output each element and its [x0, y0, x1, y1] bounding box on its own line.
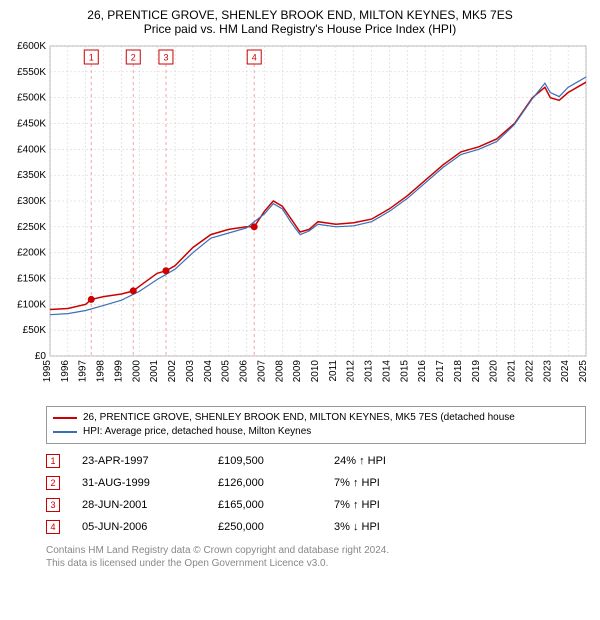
svg-text:2017: 2017: [435, 360, 446, 383]
title-line-2: Price paid vs. HM Land Registry's House …: [8, 22, 592, 36]
svg-text:2019: 2019: [471, 360, 482, 383]
svg-text:3: 3: [163, 53, 168, 63]
footer-attribution: Contains HM Land Registry data © Crown c…: [46, 544, 586, 570]
svg-text:£400K: £400K: [17, 144, 46, 155]
sale-delta: 7% ↑ HPI: [334, 472, 454, 494]
legend-item: HPI: Average price, detached house, Milt…: [53, 425, 579, 439]
svg-text:£350K: £350K: [17, 170, 46, 181]
svg-text:2002: 2002: [167, 360, 178, 383]
svg-text:2014: 2014: [381, 360, 392, 383]
sale-row: 4 05-JUN-2006 £250,000 3% ↓ HPI: [46, 516, 586, 538]
svg-text:2012: 2012: [346, 360, 357, 383]
svg-text:2020: 2020: [489, 360, 500, 383]
svg-text:2021: 2021: [507, 360, 518, 383]
sale-date: 05-JUN-2006: [82, 516, 202, 538]
svg-text:1: 1: [89, 53, 94, 63]
sales-table: 1 23-APR-1997 £109,500 24% ↑ HPI 2 31-AUG-199…: [46, 450, 586, 538]
svg-text:2009: 2009: [292, 360, 303, 383]
svg-text:£600K: £600K: [17, 41, 46, 52]
svg-text:2010: 2010: [310, 360, 321, 383]
chart-legend: 26, PRENTICE GROVE, SHENLEY BROOK END, M…: [46, 406, 586, 444]
title-line-1: 26, PRENTICE GROVE, SHENLEY BROOK END, M…: [8, 8, 592, 22]
svg-text:2022: 2022: [524, 360, 535, 383]
svg-text:£550K: £550K: [17, 67, 46, 78]
legend-label: HPI: Average price, detached house, Milt…: [83, 425, 311, 439]
svg-text:£500K: £500K: [17, 93, 46, 104]
footer-line-2: This data is licensed under the Open Gov…: [46, 557, 586, 570]
line-chart: £0£50K£100K£150K£200K£250K£300K£350K£400…: [8, 40, 592, 400]
svg-text:2008: 2008: [274, 360, 285, 383]
svg-text:2001: 2001: [149, 360, 160, 383]
chart-title-block: 26, PRENTICE GROVE, SHENLEY BROOK END, M…: [8, 8, 592, 36]
legend-item: 26, PRENTICE GROVE, SHENLEY BROOK END, M…: [53, 411, 579, 425]
svg-text:2015: 2015: [399, 360, 410, 383]
sale-price: £109,500: [218, 450, 318, 472]
sale-marker-icon: 3: [46, 498, 60, 512]
svg-text:2024: 2024: [560, 360, 571, 383]
svg-text:2011: 2011: [328, 360, 339, 382]
svg-text:2013: 2013: [364, 360, 375, 383]
sale-marker-icon: 2: [46, 476, 60, 490]
sale-price: £250,000: [218, 516, 318, 538]
legend-swatch: [53, 431, 77, 433]
sale-delta: 24% ↑ HPI: [334, 450, 454, 472]
svg-text:1997: 1997: [78, 360, 89, 383]
svg-text:£100K: £100K: [17, 299, 46, 310]
svg-text:2003: 2003: [185, 360, 196, 383]
svg-text:2025: 2025: [578, 360, 589, 383]
legend-swatch: [53, 417, 77, 419]
sale-price: £165,000: [218, 494, 318, 516]
sale-date: 23-APR-1997: [82, 450, 202, 472]
svg-text:£250K: £250K: [17, 222, 46, 233]
svg-text:2023: 2023: [542, 360, 553, 383]
sale-date: 31-AUG-1999: [82, 472, 202, 494]
svg-text:2: 2: [131, 53, 136, 63]
svg-text:1998: 1998: [96, 360, 107, 383]
svg-text:£450K: £450K: [17, 119, 46, 130]
svg-text:2000: 2000: [131, 360, 142, 383]
sale-row: 1 23-APR-1997 £109,500 24% ↑ HPI: [46, 450, 586, 472]
legend-label: 26, PRENTICE GROVE, SHENLEY BROOK END, M…: [83, 411, 515, 425]
svg-text:4: 4: [252, 53, 257, 63]
footer-line-1: Contains HM Land Registry data © Crown c…: [46, 544, 586, 557]
svg-text:2016: 2016: [417, 360, 428, 383]
svg-text:£300K: £300K: [17, 196, 46, 207]
sale-date: 28-JUN-2001: [82, 494, 202, 516]
svg-text:£200K: £200K: [17, 248, 46, 259]
svg-text:£50K: £50K: [23, 325, 47, 336]
sale-marker-icon: 1: [46, 454, 60, 468]
svg-text:£150K: £150K: [17, 274, 46, 285]
svg-text:2005: 2005: [221, 360, 232, 383]
sale-price: £126,000: [218, 472, 318, 494]
svg-text:2007: 2007: [256, 360, 267, 383]
sale-delta: 3% ↓ HPI: [334, 516, 454, 538]
svg-text:1996: 1996: [60, 360, 71, 383]
sale-delta: 7% ↑ HPI: [334, 494, 454, 516]
chart-container: £0£50K£100K£150K£200K£250K£300K£350K£400…: [8, 40, 592, 400]
svg-text:1995: 1995: [42, 360, 53, 383]
sale-row: 2 31-AUG-1999 £126,000 7% ↑ HPI: [46, 472, 586, 494]
svg-text:2006: 2006: [239, 360, 250, 383]
svg-text:2018: 2018: [453, 360, 464, 383]
svg-text:1999: 1999: [113, 360, 124, 383]
sale-marker-icon: 4: [46, 520, 60, 534]
svg-text:2004: 2004: [203, 360, 214, 383]
sale-row: 3 28-JUN-2001 £165,000 7% ↑ HPI: [46, 494, 586, 516]
